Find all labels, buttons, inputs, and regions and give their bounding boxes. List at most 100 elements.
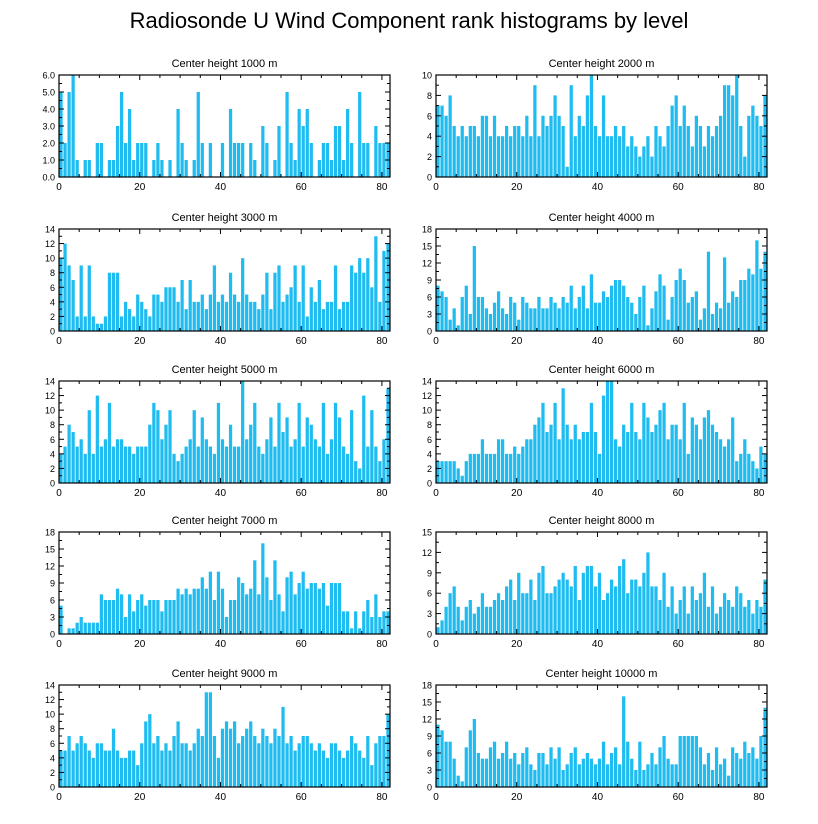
bar xyxy=(686,302,690,331)
bar xyxy=(289,571,293,634)
bar xyxy=(581,432,585,483)
bar xyxy=(763,579,767,634)
bar xyxy=(722,257,727,331)
x-tick-label: 0 xyxy=(433,488,439,499)
bar xyxy=(698,126,703,177)
bar xyxy=(245,294,249,331)
bar xyxy=(216,402,221,483)
bar xyxy=(589,758,594,787)
y-tick-label: 0 xyxy=(427,479,432,489)
bar xyxy=(714,302,719,331)
bar xyxy=(755,468,759,483)
y-tick-label: 14 xyxy=(45,377,55,387)
bar xyxy=(743,741,747,787)
bar xyxy=(313,301,317,331)
bar xyxy=(325,605,330,634)
bar xyxy=(232,600,237,634)
bar xyxy=(273,728,277,787)
bar xyxy=(168,410,172,483)
bar xyxy=(472,613,476,634)
bar xyxy=(492,741,497,787)
y-tick-label: 0 xyxy=(427,630,432,640)
bar xyxy=(682,105,686,177)
y-tick-label: 12 xyxy=(45,695,55,705)
bar xyxy=(228,728,233,787)
bar xyxy=(747,753,751,787)
bar xyxy=(622,559,626,634)
x-tick-label: 0 xyxy=(433,182,439,193)
bar xyxy=(496,291,501,331)
bar xyxy=(500,600,505,634)
bar xyxy=(63,243,67,331)
bar xyxy=(91,622,95,634)
bar xyxy=(751,274,755,331)
bar xyxy=(249,424,253,483)
bar xyxy=(658,600,662,634)
bar xyxy=(642,146,646,177)
y-tick-label: 14 xyxy=(45,225,55,235)
bar xyxy=(216,571,221,634)
bar xyxy=(597,136,602,177)
bar xyxy=(317,280,321,331)
bar xyxy=(452,461,456,483)
bar xyxy=(350,143,354,177)
bar xyxy=(755,240,759,331)
bar xyxy=(269,309,273,331)
bar xyxy=(337,417,342,483)
bar xyxy=(690,297,694,331)
bar xyxy=(513,753,517,787)
y-tick-label: 6 xyxy=(50,283,55,293)
bar xyxy=(436,724,440,787)
y-tick-label: 12 xyxy=(45,239,55,249)
y-tick-label: 2 xyxy=(50,312,55,322)
bar xyxy=(452,308,456,331)
bar xyxy=(192,743,196,787)
bar xyxy=(358,750,362,787)
bar xyxy=(358,628,362,634)
y-tick-label: 4 xyxy=(427,132,432,142)
bar xyxy=(337,309,342,331)
y-tick-label: 10 xyxy=(422,71,432,81)
bar xyxy=(476,606,481,634)
bar xyxy=(638,156,642,177)
bar xyxy=(589,274,594,331)
bar xyxy=(436,105,440,177)
bar xyxy=(337,750,342,787)
bar xyxy=(382,250,386,331)
bar xyxy=(289,287,293,331)
bar xyxy=(618,446,622,483)
bar xyxy=(605,297,610,331)
bar xyxy=(341,611,346,634)
bar xyxy=(581,572,585,634)
bar xyxy=(440,620,444,634)
bar xyxy=(755,115,759,177)
bar xyxy=(650,308,654,331)
x-tick-label: 40 xyxy=(592,792,604,803)
bar xyxy=(517,319,521,331)
bar xyxy=(727,775,731,787)
bar xyxy=(549,593,553,634)
bar xyxy=(188,594,192,634)
bar xyxy=(557,579,561,634)
bar xyxy=(759,268,763,331)
bar xyxy=(136,600,140,634)
x-tick-label: 60 xyxy=(296,488,308,499)
x-tick-label: 20 xyxy=(511,792,523,803)
y-tick-label: 18 xyxy=(422,681,432,691)
bar xyxy=(710,424,715,483)
bar xyxy=(212,736,217,787)
bar xyxy=(107,272,112,331)
bar xyxy=(386,388,390,483)
bar xyxy=(686,736,690,787)
bar xyxy=(658,274,662,331)
bar xyxy=(480,115,485,177)
bar xyxy=(751,613,755,634)
bar xyxy=(533,424,537,483)
bar xyxy=(67,92,71,177)
bar xyxy=(517,126,521,177)
bar xyxy=(448,319,452,331)
bar xyxy=(216,301,221,331)
x-tick-label: 40 xyxy=(592,182,604,193)
y-tick-label: 6 xyxy=(427,293,432,303)
bar xyxy=(382,143,386,177)
